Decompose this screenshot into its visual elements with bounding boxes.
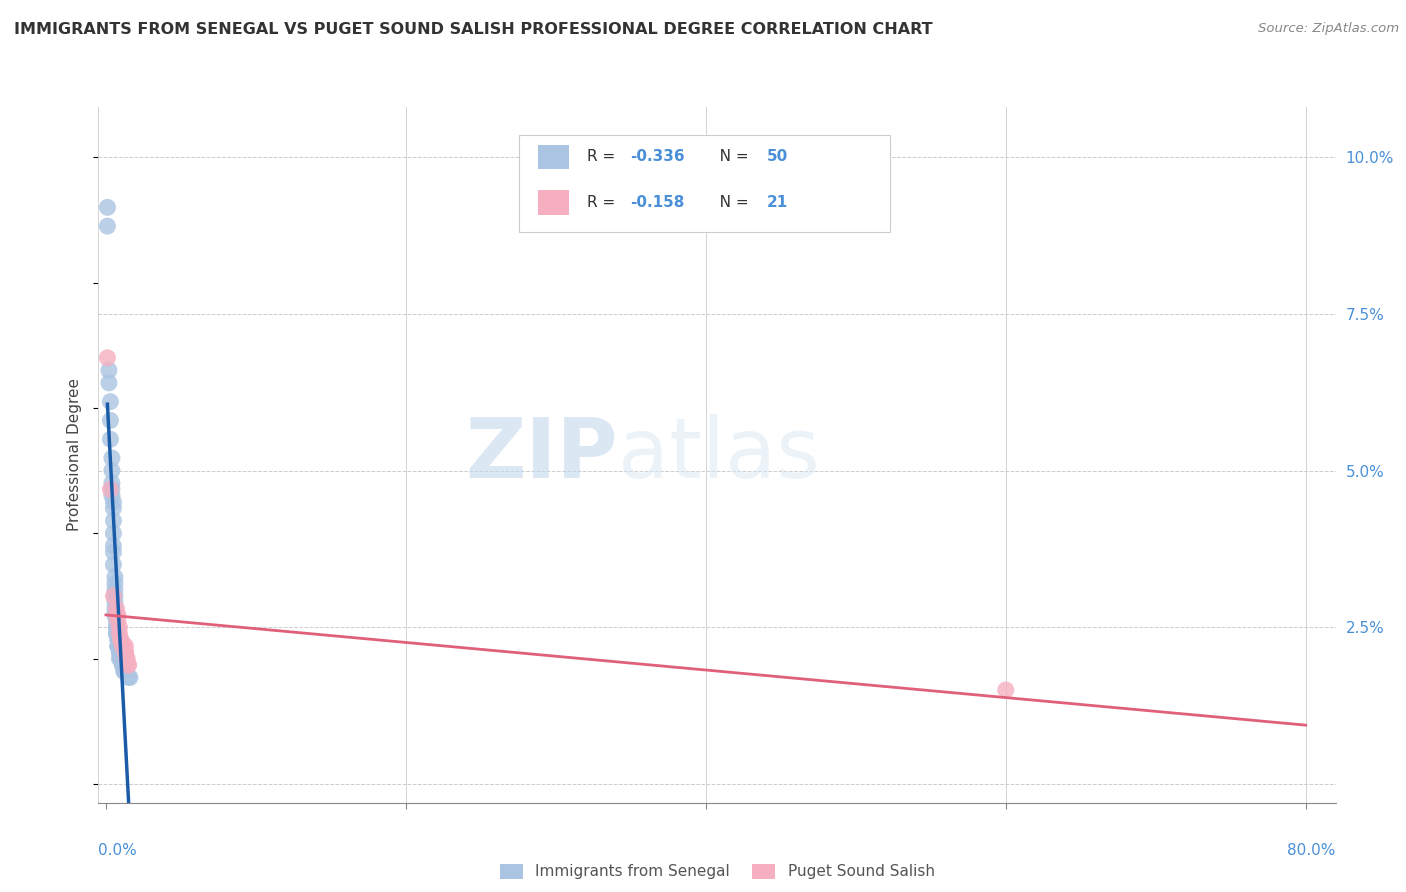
FancyBboxPatch shape: [519, 135, 890, 232]
Text: 80.0%: 80.0%: [1288, 843, 1336, 858]
Point: [104, 582, 127, 597]
Point: [112, 664, 135, 678]
Point: [118, 670, 141, 684]
Point: [112, 664, 135, 678]
Point: [103, 514, 125, 528]
Point: [107, 614, 129, 628]
Point: [111, 657, 134, 672]
Point: [107, 607, 129, 622]
Point: [105, 601, 128, 615]
Point: [110, 651, 132, 665]
Point: [114, 645, 136, 659]
Point: [101, 464, 124, 478]
Point: [105, 620, 128, 634]
Point: [108, 626, 131, 640]
Bar: [537, 190, 568, 215]
Text: 21: 21: [766, 195, 787, 211]
Point: [96, 200, 118, 214]
Point: [107, 639, 129, 653]
Text: N =: N =: [704, 195, 754, 211]
Text: R =: R =: [588, 195, 620, 211]
Point: [115, 651, 138, 665]
Text: IMMIGRANTS FROM SENEGAL VS PUGET SOUND SALISH PROFESSIONAL DEGREE CORRELATION CH: IMMIGRANTS FROM SENEGAL VS PUGET SOUND S…: [14, 22, 932, 37]
Point: [994, 683, 1017, 698]
Point: [107, 639, 129, 653]
Point: [112, 639, 135, 653]
Point: [104, 607, 127, 622]
Point: [104, 595, 127, 609]
Point: [104, 607, 127, 622]
Point: [101, 476, 124, 491]
Point: [103, 501, 125, 516]
Point: [105, 607, 128, 622]
Text: 0.0%: 0.0%: [98, 843, 138, 858]
Point: [114, 639, 136, 653]
Text: Source: ZipAtlas.com: Source: ZipAtlas.com: [1258, 22, 1399, 36]
Point: [101, 483, 124, 497]
Point: [97, 376, 120, 390]
Point: [96, 351, 118, 365]
Text: R =: R =: [588, 149, 620, 164]
Point: [108, 651, 131, 665]
Point: [110, 632, 132, 647]
Point: [103, 539, 125, 553]
Text: atlas: atlas: [619, 415, 820, 495]
Point: [107, 639, 129, 653]
Point: [107, 632, 129, 647]
Point: [112, 657, 135, 672]
Bar: [537, 145, 568, 169]
Point: [97, 363, 120, 377]
Point: [101, 489, 124, 503]
Point: [115, 651, 138, 665]
Point: [104, 601, 127, 615]
Point: [103, 526, 125, 541]
Text: N =: N =: [704, 149, 754, 164]
Point: [108, 645, 131, 659]
Point: [103, 545, 125, 559]
Point: [110, 651, 132, 665]
Point: [117, 657, 139, 672]
Text: ZIP: ZIP: [465, 415, 619, 495]
Point: [105, 626, 128, 640]
Point: [105, 614, 128, 628]
Legend: Immigrants from Senegal, Puget Sound Salish: Immigrants from Senegal, Puget Sound Sal…: [494, 857, 941, 886]
Point: [104, 589, 127, 603]
Point: [100, 483, 122, 497]
Point: [103, 558, 125, 572]
Point: [100, 413, 122, 427]
Text: -0.158: -0.158: [630, 195, 685, 211]
Point: [100, 432, 122, 446]
Point: [101, 451, 124, 466]
Y-axis label: Professional Degree: Professional Degree: [67, 378, 83, 532]
Point: [117, 657, 139, 672]
Point: [103, 495, 125, 509]
Point: [110, 651, 132, 665]
Point: [105, 626, 128, 640]
Point: [96, 219, 118, 234]
Point: [117, 670, 139, 684]
Point: [104, 576, 127, 591]
Point: [108, 645, 131, 659]
Text: 50: 50: [766, 149, 787, 164]
Point: [104, 570, 127, 584]
Text: -0.336: -0.336: [630, 149, 685, 164]
Point: [100, 394, 122, 409]
Point: [111, 657, 134, 672]
Point: [108, 620, 131, 634]
Point: [111, 639, 134, 653]
Point: [105, 620, 128, 634]
Point: [110, 632, 132, 647]
Point: [107, 632, 129, 647]
Point: [114, 645, 136, 659]
Point: [103, 589, 125, 603]
